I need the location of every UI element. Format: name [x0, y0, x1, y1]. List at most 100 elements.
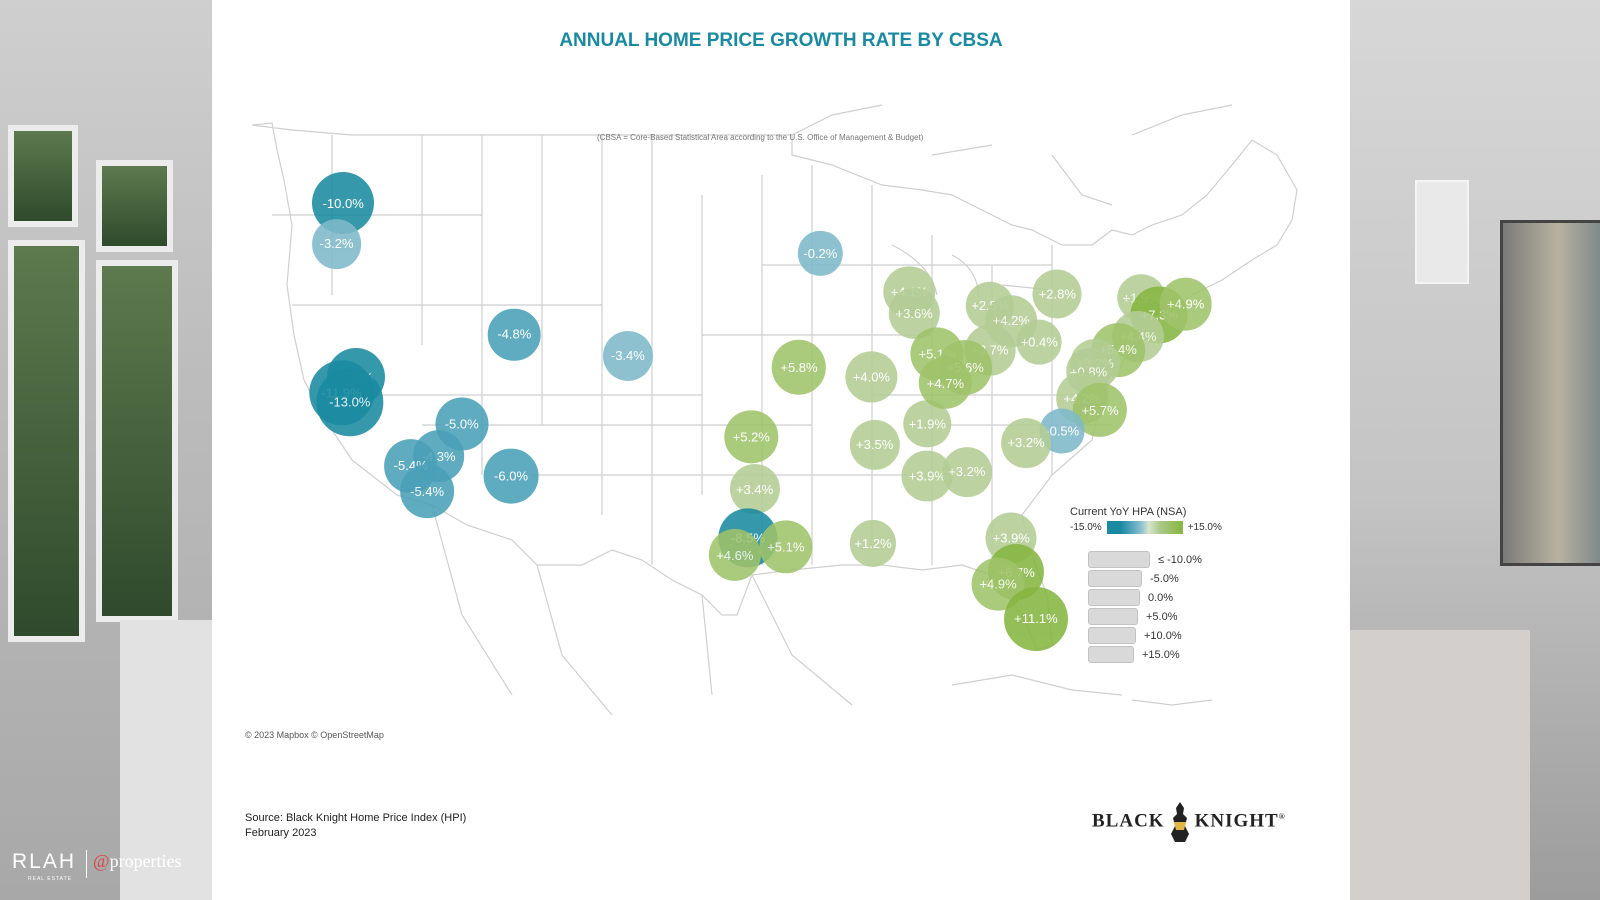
size-label: -5.0% [1150, 572, 1179, 585]
size-label: +10.0% [1144, 629, 1182, 642]
size-swatch [1088, 570, 1142, 587]
cbsa-bubble-label: -10.0% [322, 195, 364, 211]
cbsa-bubble-label: +3.4% [735, 481, 774, 497]
cbsa-note: (CBSA = Core-Based Statistical Area acco… [597, 133, 924, 142]
cbsa-bubble-label: +5.7% [1081, 402, 1119, 418]
background-right-photo [1350, 0, 1600, 900]
cbsa-bubble: +5.8% [771, 340, 827, 395]
cbsa-bubble: +0.4% [1016, 319, 1062, 365]
cbsa-bubble: -0.2% [798, 231, 843, 276]
window-pane [96, 160, 173, 252]
cbsa-bubble-label: +3.9% [908, 468, 946, 484]
legend-gradient [1106, 521, 1183, 534]
size-legend-row: -5.0% [1088, 569, 1202, 588]
cbsa-bubble-label: -4.8% [497, 327, 532, 343]
size-label: ≤ -10.0% [1158, 553, 1202, 566]
size-swatch [1088, 627, 1136, 644]
window-pane [96, 260, 178, 622]
cbsa-bubble-label: -5.0% [444, 416, 479, 432]
cbsa-bubble: +2.8% [1032, 269, 1082, 319]
logo-text-right: KNIGHT [1194, 810, 1279, 832]
cbsa-bubble: +3.4% [729, 464, 780, 515]
cbsa-bubble-label: +1.2% [854, 535, 892, 551]
cbsa-bubble-label: +3.6% [895, 305, 933, 321]
black-knight-logo: BLACK KNIGHT® [1092, 800, 1286, 844]
size-legend: ≤ -10.0% -5.0% 0.0% +5.0% +10.0% +15.0% [1088, 550, 1202, 664]
cbsa-bubble: -4.8% [488, 308, 541, 361]
color-legend: Current YoY HPA (NSA) -15.0% +15.0% [1070, 506, 1222, 534]
cbsa-bubble-label: +4.2% [992, 313, 1030, 329]
size-legend-row: 0.0% [1088, 588, 1202, 607]
logo-text-left: BLACK [1092, 810, 1165, 832]
size-label: +15.0% [1142, 648, 1180, 661]
chair [120, 620, 212, 900]
cbsa-bubble-label: -3.2% [319, 236, 354, 252]
background-left-photo [0, 0, 212, 900]
rlah-logo: RLAH [12, 850, 77, 873]
size-swatch [1088, 608, 1138, 625]
cbsa-bubble-label: +3.5% [856, 437, 894, 453]
cbsa-bubble: -3.2% [311, 218, 362, 269]
cbsa-bubble: -3.4% [602, 330, 653, 381]
legend-title: Current YoY HPA (NSA) [1070, 506, 1187, 518]
cbsa-bubble-label: +11.1% [1014, 611, 1058, 627]
source-line: Source: Black Knight Home Price Index (H… [245, 812, 467, 824]
cbsa-bubble-label: +4.0% [852, 369, 890, 385]
size-label: +5.0% [1146, 610, 1178, 623]
size-legend-row: +5.0% [1088, 607, 1202, 626]
cbsa-bubble: +3.2% [941, 446, 992, 497]
cbsa-bubble-label: +5.2% [732, 429, 770, 445]
cbsa-bubble: -5.0% [435, 397, 489, 451]
cbsa-bubble-label: +4.9% [979, 576, 1017, 592]
window-pane [8, 240, 85, 642]
size-legend-row: +15.0% [1088, 645, 1202, 664]
cbsa-bubble: +5.1% [759, 520, 813, 574]
cbsa-bubble: -6.0% [483, 448, 539, 504]
cbsa-bubble: +3.2% [1001, 417, 1051, 468]
cbsa-bubble: +11.1% [1003, 586, 1068, 651]
rlah-subtitle: REAL ESTATE [28, 876, 72, 882]
window-pane [8, 125, 78, 227]
cbsa-bubble-label: +2.8% [1038, 286, 1076, 302]
sofa [1350, 630, 1530, 900]
cbsa-bubble-label: +5.1% [767, 539, 805, 555]
cbsa-bubble-label: +3.2% [1007, 435, 1045, 451]
cbsa-bubble-label: -0.2% [803, 245, 838, 261]
map-credit: © 2023 Mapbox © OpenStreetMap [245, 730, 384, 740]
size-swatch [1088, 646, 1134, 663]
slide: ANNUAL HOME PRICE GROWTH RATE BY CBSA (C… [212, 0, 1350, 900]
cbsa-bubble-label: +3.2% [948, 464, 986, 480]
cbsa-bubble: -5.4% [400, 464, 454, 519]
cbsa-bubble: +4.9% [1159, 277, 1213, 331]
cbsa-bubble: +4.7% [919, 356, 972, 410]
wall-art [1500, 220, 1600, 566]
at-symbol: @ [93, 851, 110, 871]
cbsa-bubble-label: +4.9% [1167, 296, 1205, 312]
cbsa-bubble-label: +4.7% [926, 375, 965, 391]
legend-max: +15.0% [1187, 522, 1222, 533]
size-legend-row: ≤ -10.0% [1088, 550, 1202, 569]
wall-vent [1415, 180, 1469, 284]
logo-trademark: ® [1278, 812, 1286, 822]
cbsa-bubble-label: +3.9% [992, 530, 1030, 546]
legend-min: -15.0% [1070, 522, 1102, 533]
properties-text: properties [109, 851, 182, 871]
cbsa-bubble-label: -0.5% [1045, 423, 1080, 439]
cbsa-bubble-label: +5.8% [780, 359, 818, 375]
cbsa-bubble: +4.6% [708, 528, 761, 582]
size-swatch [1088, 589, 1140, 606]
size-swatch [1088, 551, 1150, 568]
slide-title: ANNUAL HOME PRICE GROWTH RATE BY CBSA [559, 30, 1003, 51]
cbsa-bubble: +1.9% [903, 399, 952, 448]
size-legend-row: +10.0% [1088, 626, 1202, 645]
at-properties-logo: @properties [93, 851, 182, 872]
brand-divider [86, 850, 87, 878]
cbsa-bubble-label: -13.0% [329, 394, 371, 410]
source-date: February 2023 [245, 827, 317, 839]
cbsa-bubble-label: -3.4% [610, 348, 645, 364]
cbsa-bubble: +4.0% [845, 351, 897, 403]
cbsa-bubble: +5.2% [724, 410, 778, 464]
cbsa-bubble-label: +0.4% [1020, 334, 1058, 350]
source-note: Source: Black Knight Home Price Index (H… [245, 811, 466, 841]
cbsa-bubble: -13.0% [316, 368, 384, 436]
